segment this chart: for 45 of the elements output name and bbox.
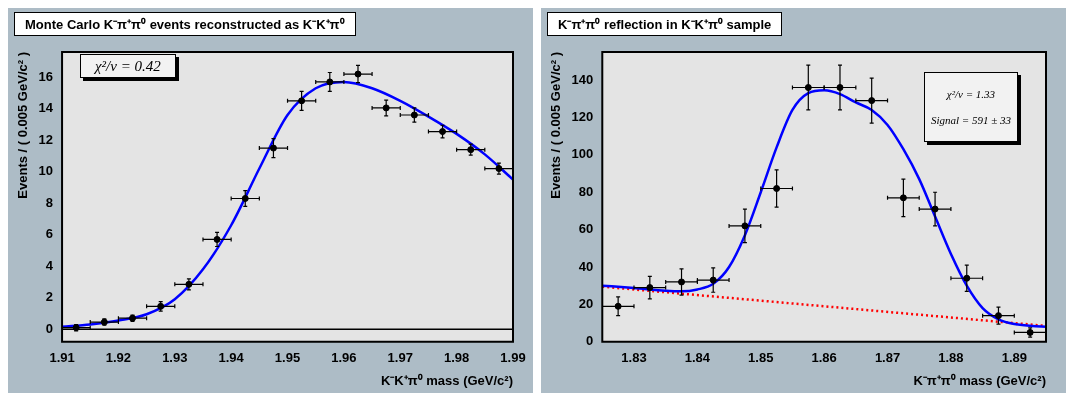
y-tick-label: 0 [586, 333, 594, 349]
x-tick-label: 1.98 [443, 350, 470, 366]
y-tick-label: 10 [38, 163, 54, 179]
x-tick-label: 1.84 [684, 350, 711, 366]
x-tick-label: 1.87 [874, 350, 901, 366]
x-tick-label: 1.83 [621, 350, 647, 366]
x-tick-label: 1.86 [811, 350, 837, 366]
y-tick-label: 120 [571, 109, 594, 125]
y-tick-label: 80 [578, 183, 594, 199]
y-tick-label: 6 [45, 226, 54, 242]
y-tick-label: 8 [45, 194, 54, 210]
text-box: χ²/ν = 0.42 [80, 54, 176, 78]
x-tick-label: 1.97 [387, 350, 413, 366]
y-tick-label: 0 [45, 320, 54, 336]
line-series [602, 89, 1046, 329]
annotation: χ²/ν = 1.33 [945, 87, 997, 102]
x-tick-label: 1.94 [218, 350, 245, 366]
y-tick-label: 2 [45, 289, 54, 305]
chart-title: K⁻π⁺π⁰ reflection in K⁻K⁺π⁰ sample [547, 12, 783, 36]
y-tick-label: 4 [45, 257, 54, 273]
x-tick-label: 1.93 [162, 350, 188, 366]
annotation: Signal = 591 ± 33 [930, 113, 1011, 128]
y-tick-label: 20 [578, 295, 594, 311]
y-axis-title: Events / ( 0.005 GeV/c² ) [15, 52, 31, 199]
y-tick-label: 100 [571, 146, 594, 162]
x-axis-title: K⁻K⁺π⁰ mass (GeV/c²) [380, 372, 513, 388]
x-tick-label: 1.91 [49, 350, 75, 366]
y-tick-label: 12 [38, 131, 54, 147]
y-tick-label: 40 [578, 258, 594, 274]
annotation: χ²/ν = 0.42 [95, 57, 161, 75]
x-tick-label: 1.85 [748, 350, 774, 366]
x-tick-label: 1.95 [274, 350, 301, 366]
x-tick-label: 1.88 [938, 350, 964, 366]
y-tick-label: 14 [38, 100, 54, 116]
chart-title: Monte Carlo K⁻π⁺π⁰ events reconstructed as K⁻K⁺π⁰ [14, 12, 356, 36]
x-tick-label: 1.89 [1001, 350, 1027, 366]
x-tick-label: 1.96 [331, 350, 357, 366]
y-tick-label: 16 [38, 68, 54, 84]
x-tick-label: 1.99 [500, 350, 526, 366]
x-axis-title: K⁻π⁺π⁰ mass (GeV/c²) [913, 372, 1046, 388]
y-axis-title: Events / ( 0.005 GeV/c² ) [548, 52, 564, 199]
x-tick-label: 1.92 [105, 350, 132, 366]
y-tick-label: 140 [571, 71, 594, 87]
text-box: χ²/ν = 1.33 Signal = 591 ± 33 [923, 72, 1018, 142]
y-tick-label: 60 [578, 221, 594, 237]
